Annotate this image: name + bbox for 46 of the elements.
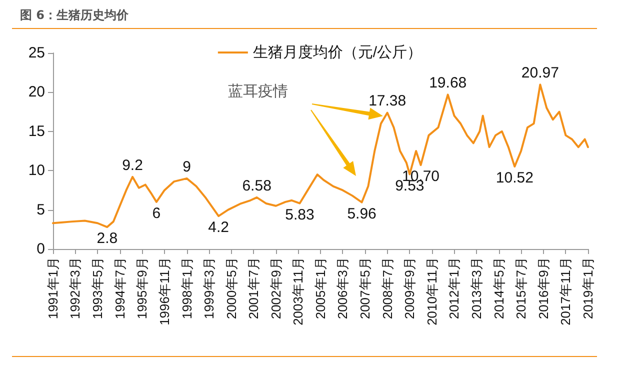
x-tick-label: 1992年3月 — [68, 257, 83, 320]
y-tick-label: 15 — [28, 122, 45, 140]
x-tick-label: 2016年9月 — [536, 257, 551, 320]
x-tick-label: 1996年11月 — [156, 257, 172, 326]
x-tick-label: 2012年1月 — [446, 257, 462, 320]
y-tick-label: 5 — [36, 201, 45, 218]
data-label: 2.8 — [96, 230, 118, 248]
data-label: 5.83 — [285, 206, 314, 224]
x-tick-label: 2009年9月 — [402, 257, 418, 320]
x-tick-label: 2005年1月 — [313, 257, 328, 320]
x-tick-label: 2001年7月 — [246, 257, 262, 320]
legend-label: 生猪月度均价（元/公斤） — [252, 44, 422, 61]
x-tick-label: 2013年3月 — [468, 257, 484, 320]
x-tick-label: 2007年5月 — [357, 257, 372, 320]
x-tick-label: 1999年3月 — [201, 257, 216, 320]
x-tick-label: 1998年1月 — [179, 257, 194, 320]
data-label: 6.58 — [242, 177, 272, 194]
x-tick-label: 2006年3月 — [335, 257, 350, 320]
x-tick-label: 1991年1月 — [46, 257, 60, 320]
x-tick-label: 2000年5月 — [224, 257, 239, 320]
data-label: 19.68 — [429, 74, 467, 92]
x-tick-label: 2002年9月 — [268, 257, 284, 320]
data-label: 4.2 — [208, 219, 229, 236]
data-label: 5.96 — [347, 205, 376, 222]
y-tick-label: 25 — [28, 44, 45, 62]
data-label: 10.52 — [496, 170, 534, 187]
x-tick-label: 1995年9月 — [134, 257, 150, 320]
x-tick-label: 2008年7月 — [380, 257, 395, 320]
x-tick-label: 2010年11月 — [424, 257, 440, 326]
data-label: 20.97 — [521, 64, 559, 82]
x-tick-label: 1993年5月 — [90, 257, 106, 320]
x-tick-label: 2017年11月 — [558, 257, 574, 326]
data-label: 9.2 — [122, 156, 143, 174]
y-tick-label: 0 — [36, 240, 45, 258]
data-label: 6 — [152, 204, 161, 222]
data-label: 9 — [182, 158, 191, 176]
x-tick-label: 1994年7月 — [112, 257, 128, 320]
x-tick-label: 2019年1月 — [580, 257, 596, 320]
annotation: 蓝耳疫情 — [228, 82, 288, 101]
y-tick-label: 20 — [28, 84, 45, 101]
chart-title: 图 6：生猪历史均价 — [20, 7, 129, 24]
x-tick-label: 2014年5月 — [491, 257, 506, 320]
data-label: 17.38 — [368, 92, 406, 110]
y-tick-label: 10 — [28, 162, 45, 180]
x-tick-label: 2015年7月 — [514, 257, 529, 320]
x-tick-label: 2003年11月 — [290, 257, 306, 326]
